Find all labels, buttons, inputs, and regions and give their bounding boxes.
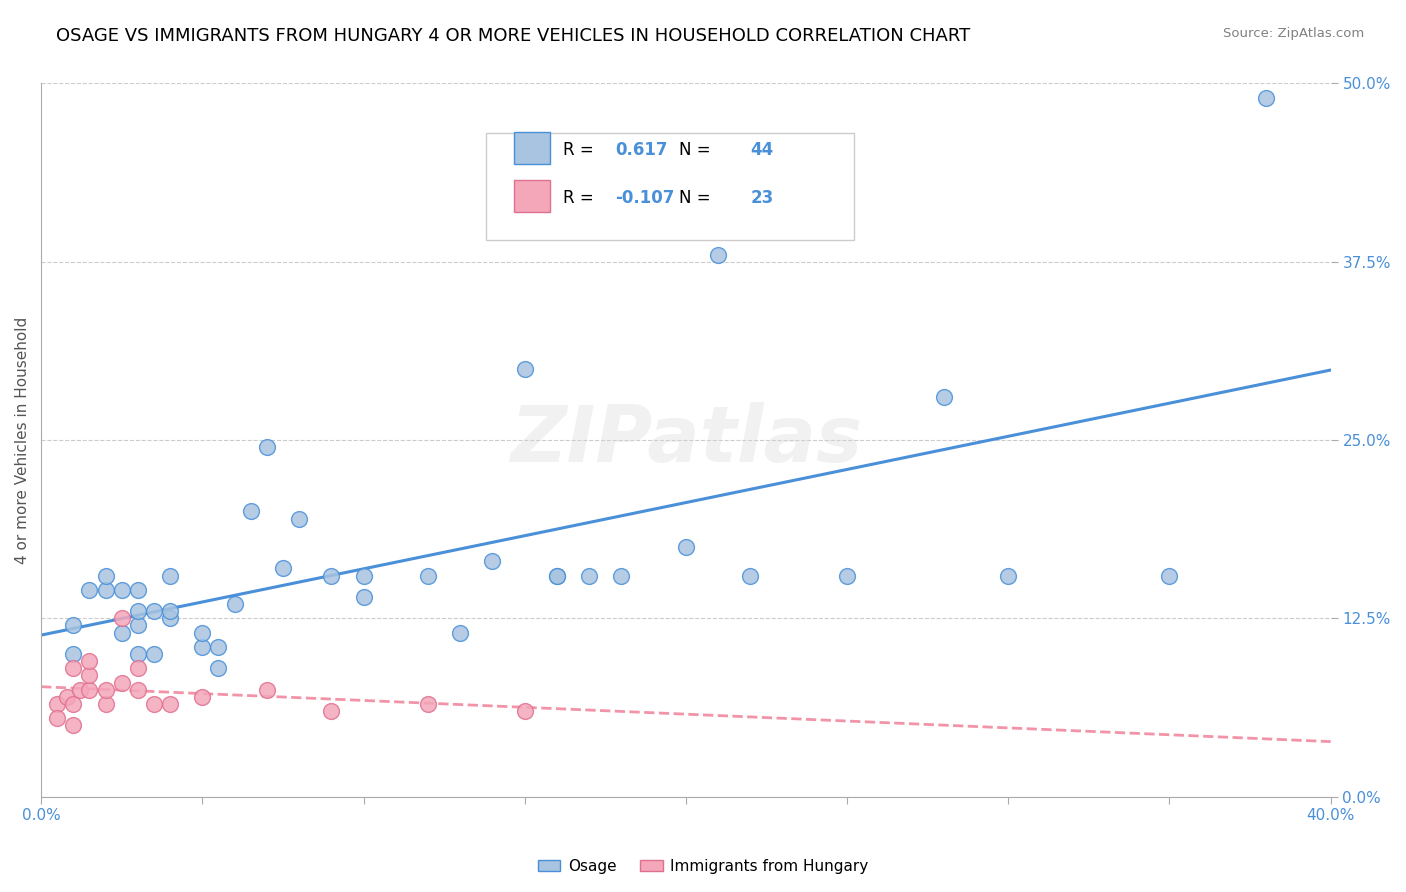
Point [56,690,79,704]
Point [239,504,262,518]
Point [1159,568,1181,582]
Point [224,597,246,611]
Point [191,625,214,640]
Point [288,511,311,525]
Text: ZIPatlas: ZIPatlas [510,402,862,478]
Point [94,582,117,597]
Point [481,554,503,568]
Point [707,247,730,261]
FancyBboxPatch shape [515,132,551,164]
Text: R =: R = [564,141,599,159]
Point [46,697,69,711]
Text: 44: 44 [751,141,773,159]
Point [79,682,101,697]
Point [127,682,149,697]
Point [513,361,536,376]
Point [111,582,134,597]
Point [191,640,214,654]
Point [159,697,181,711]
Point [127,618,149,632]
Point [79,668,101,682]
Point [94,682,117,697]
Point [740,568,762,582]
Point [675,540,697,554]
Point [159,604,181,618]
FancyBboxPatch shape [515,179,551,211]
Point [256,440,278,454]
Point [321,704,343,718]
Point [94,697,117,711]
Point [271,561,294,575]
Point [111,675,134,690]
Point [207,661,229,675]
Point [353,568,375,582]
Point [191,690,214,704]
Text: -0.107: -0.107 [614,188,675,207]
Point [127,661,149,675]
Point [353,590,375,604]
Text: N =: N = [679,141,716,159]
Text: OSAGE VS IMMIGRANTS FROM HUNGARY 4 OR MORE VEHICLES IN HOUSEHOLD CORRELATION CHA: OSAGE VS IMMIGRANTS FROM HUNGARY 4 OR MO… [56,27,970,45]
Point [111,611,134,625]
Point [62,618,84,632]
Point [610,568,633,582]
Point [69,682,91,697]
Point [111,625,134,640]
Point [546,568,568,582]
Point [997,568,1019,582]
Text: R =: R = [564,188,599,207]
Point [127,582,149,597]
Point [578,568,600,582]
Point [46,711,69,725]
Point [513,704,536,718]
Point [159,611,181,625]
Point [546,568,568,582]
FancyBboxPatch shape [486,134,853,240]
Text: 0.617: 0.617 [614,141,668,159]
Point [449,625,471,640]
Point [79,654,101,668]
Point [256,682,278,697]
Point [127,647,149,661]
Point [416,697,439,711]
Point [932,390,955,404]
Text: Source: ZipAtlas.com: Source: ZipAtlas.com [1223,27,1364,40]
Point [1256,91,1278,105]
Point [207,640,229,654]
Point [835,568,858,582]
Text: N =: N = [679,188,716,207]
Point [79,582,101,597]
Point [142,697,165,711]
Point [94,568,117,582]
Point [321,568,343,582]
Point [127,604,149,618]
Text: 23: 23 [751,188,773,207]
Point [416,568,439,582]
Point [62,647,84,661]
Point [62,661,84,675]
Point [142,604,165,618]
Point [62,718,84,732]
Point [142,647,165,661]
Point [159,568,181,582]
Point [62,697,84,711]
Y-axis label: 4 or more Vehicles in Household: 4 or more Vehicles in Household [15,317,30,564]
Legend: Osage, Immigrants from Hungary: Osage, Immigrants from Hungary [531,853,875,880]
